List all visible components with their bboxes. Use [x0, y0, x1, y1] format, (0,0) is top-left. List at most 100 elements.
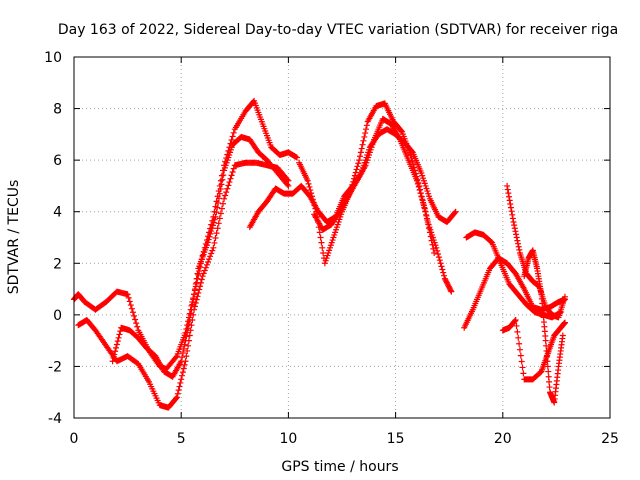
data-point [421, 205, 428, 212]
data-point [183, 333, 190, 340]
data-point [228, 137, 235, 144]
data-point [208, 228, 215, 235]
data-point [192, 280, 199, 287]
data-point [506, 193, 513, 200]
data-point [513, 234, 520, 241]
data-point [433, 244, 440, 251]
data-point [508, 208, 515, 215]
data-point [113, 344, 120, 351]
data-point [225, 182, 232, 189]
data-point [431, 249, 438, 256]
data-point [426, 229, 433, 236]
data-point [180, 345, 187, 352]
data-point [229, 169, 236, 176]
data-point [218, 181, 225, 188]
data-point [188, 306, 195, 313]
data-point [219, 176, 226, 183]
data-point [179, 369, 186, 376]
data-point [308, 190, 315, 197]
y-axis-label: SDTVAR / TECUs [6, 180, 22, 295]
data-point [182, 337, 189, 344]
data-point [438, 263, 445, 270]
data-point [507, 200, 514, 207]
data-point [439, 266, 446, 273]
data-point [512, 317, 519, 324]
data-point [215, 195, 222, 202]
data-point [181, 341, 188, 348]
data-point [124, 291, 131, 298]
data-point [207, 253, 214, 260]
data-point [199, 273, 206, 280]
data-point [207, 230, 214, 237]
data-point [125, 294, 132, 301]
data-point [355, 160, 362, 167]
data-point [212, 235, 219, 242]
x-tick-label: 25 [601, 431, 619, 447]
data-point [509, 211, 516, 218]
data-point [205, 258, 211, 265]
data-point [183, 353, 190, 360]
data-point [195, 271, 202, 278]
data-point [430, 245, 437, 252]
data-point [176, 383, 183, 390]
data-point [206, 233, 213, 240]
data-point [226, 179, 233, 186]
plot-frame [73, 56, 611, 419]
data-point [212, 213, 219, 220]
data-point [111, 351, 118, 358]
data-point [434, 247, 441, 254]
data-point [179, 354, 186, 361]
data-series-1 [71, 97, 300, 373]
data-point [435, 251, 442, 258]
data-point [174, 390, 181, 397]
data-point [227, 175, 234, 182]
data-point [180, 365, 187, 372]
data-point [360, 137, 367, 144]
data-point [435, 254, 442, 261]
data-point [187, 311, 194, 318]
data-point [216, 215, 223, 222]
data-point [116, 331, 123, 338]
chart-title: Day 163 of 2022, Sidereal Day-to-day VTE… [58, 22, 618, 38]
data-point [215, 220, 222, 227]
data-point [544, 358, 551, 365]
data-point [448, 288, 455, 295]
data-point [184, 329, 191, 336]
data-point [213, 230, 220, 237]
data-point [423, 212, 430, 219]
data-point [202, 264, 209, 271]
data-point [293, 154, 300, 161]
data-point [361, 133, 368, 140]
data-point [398, 127, 405, 134]
x-axis-label: GPS time / hours [281, 459, 398, 475]
data-point [513, 322, 520, 329]
data-point [214, 225, 221, 232]
data-series-11 [521, 247, 566, 406]
data-point [185, 342, 192, 349]
data-point [546, 378, 553, 385]
y-tick-label: 0 [53, 308, 62, 324]
data-point [134, 323, 141, 330]
data-point [447, 287, 454, 294]
data-point [203, 242, 210, 249]
data-point [545, 373, 552, 380]
data-point [194, 293, 201, 300]
data-point [179, 350, 186, 357]
data-point [213, 209, 220, 216]
data-point [172, 354, 179, 361]
data-point [223, 189, 230, 196]
data-point [504, 182, 511, 189]
data-point [543, 347, 550, 354]
data-point [358, 145, 365, 152]
data-point [513, 231, 520, 238]
data-point [110, 354, 117, 361]
data-point [218, 205, 225, 212]
data-point [197, 283, 204, 290]
data-point [310, 199, 317, 206]
data-point [178, 358, 185, 365]
data-series-10 [499, 317, 568, 383]
data-point [220, 200, 227, 207]
data-point [210, 219, 217, 226]
data-point [316, 229, 323, 236]
